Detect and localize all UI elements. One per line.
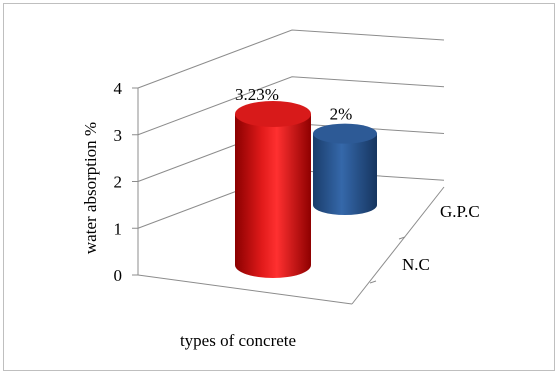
bar [235,100,311,278]
depth-tick [369,280,377,284]
y-tick-labels: 0 1 2 3 4 [114,79,123,285]
data-label: 2% [330,105,353,124]
data-label: 3.23% [235,85,279,104]
y-tick-label: 1 [114,219,123,238]
category-labels: N.C G.P.C [369,202,480,284]
bar-top [235,100,311,127]
bar-body [235,113,311,278]
y-tick-label: 0 [114,266,123,285]
y-axis-label: water absorption % [81,122,100,254]
depth-tick [398,236,406,240]
x-axis-label: types of concrete [180,331,296,350]
gridline [137,29,445,89]
y-tick-label: 2 [114,173,123,192]
gridline [137,76,445,136]
bar-top [313,123,377,144]
bar [313,123,377,215]
bar-body [313,133,377,215]
bars [235,100,377,278]
category-label: N.C [402,255,430,274]
y-tick-marks [132,87,138,276]
y-tick-label: 4 [114,79,123,98]
category-label: G.P.C [440,202,480,221]
data-labels: 2% 3.23% [235,85,352,124]
y-tick-label: 3 [114,126,123,145]
